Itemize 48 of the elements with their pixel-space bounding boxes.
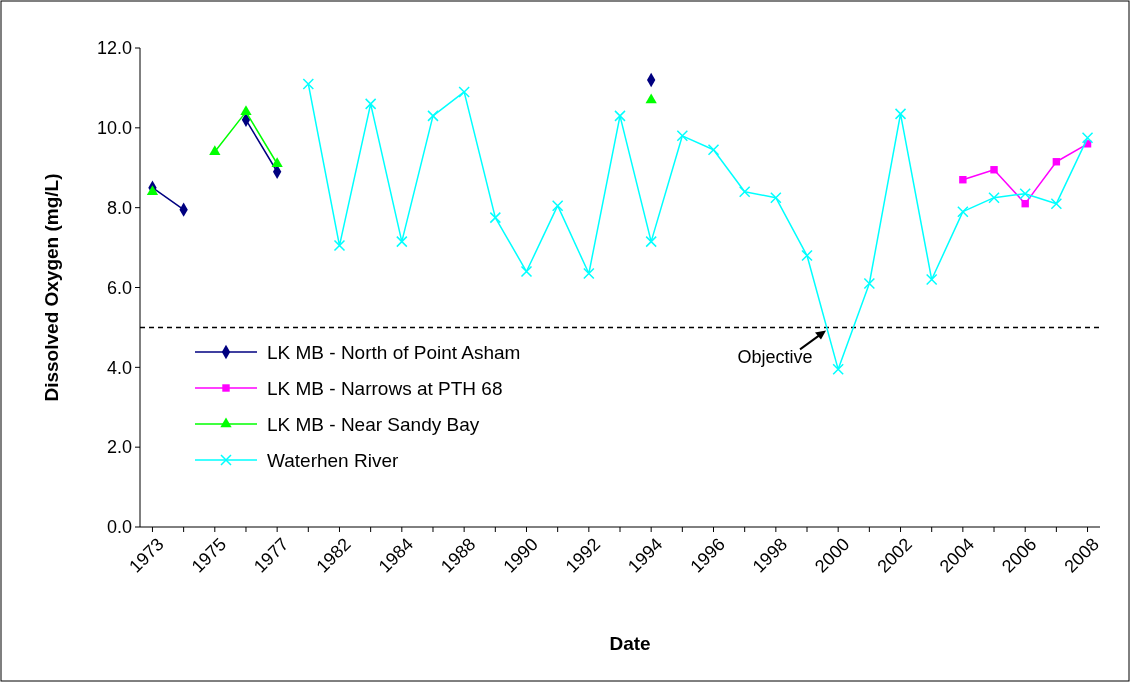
point: [676, 130, 689, 142]
point: [863, 277, 876, 290]
point: [925, 273, 938, 286]
point: [801, 249, 813, 262]
point: [271, 157, 283, 168]
point: [957, 205, 969, 218]
legend-label: Waterhen River: [267, 449, 399, 471]
point: [583, 267, 595, 280]
point: [302, 78, 315, 90]
point: [240, 105, 252, 116]
point: [333, 239, 346, 252]
point: [959, 176, 967, 184]
point: [427, 110, 439, 122]
point: [707, 144, 720, 156]
point: [1081, 132, 1094, 144]
point: [614, 110, 626, 122]
y-tick-label: 12.0: [96, 38, 132, 59]
point: [489, 211, 502, 224]
point: [645, 235, 657, 248]
point: [551, 199, 564, 212]
y-tick-label: 6.0: [106, 277, 132, 298]
point: [396, 235, 408, 248]
point: [146, 185, 159, 195]
point: [1021, 199, 1029, 208]
point: [990, 166, 998, 174]
legend-label: LK MB - Narrows at PTH 68: [267, 377, 503, 399]
legend-label: LK MB - Near Sandy Bay: [267, 413, 480, 435]
y-tick-label: 10.0: [96, 118, 132, 139]
point: [645, 93, 657, 104]
y-tick-label: 4.0: [106, 357, 132, 378]
point: [458, 86, 470, 98]
point: [738, 185, 751, 198]
y-tick-label: 0.0: [106, 517, 132, 538]
y-tick-label: 2.0: [106, 437, 132, 458]
point: [1050, 197, 1063, 210]
legend-label: LK MB - North of Point Asham: [267, 341, 521, 363]
y-tick-label: 8.0: [106, 197, 132, 218]
point: [364, 98, 377, 110]
ref-line-label: Objective: [737, 347, 813, 368]
point: [894, 108, 907, 120]
point: [520, 265, 533, 278]
y-axis-title: Dissolved Oxygen (mg/L): [41, 173, 62, 402]
x-axis-title: Date: [609, 633, 651, 654]
point: [209, 145, 221, 156]
point: [1019, 187, 1031, 200]
point: [770, 191, 782, 204]
point: [832, 363, 844, 376]
point: [988, 191, 1000, 204]
